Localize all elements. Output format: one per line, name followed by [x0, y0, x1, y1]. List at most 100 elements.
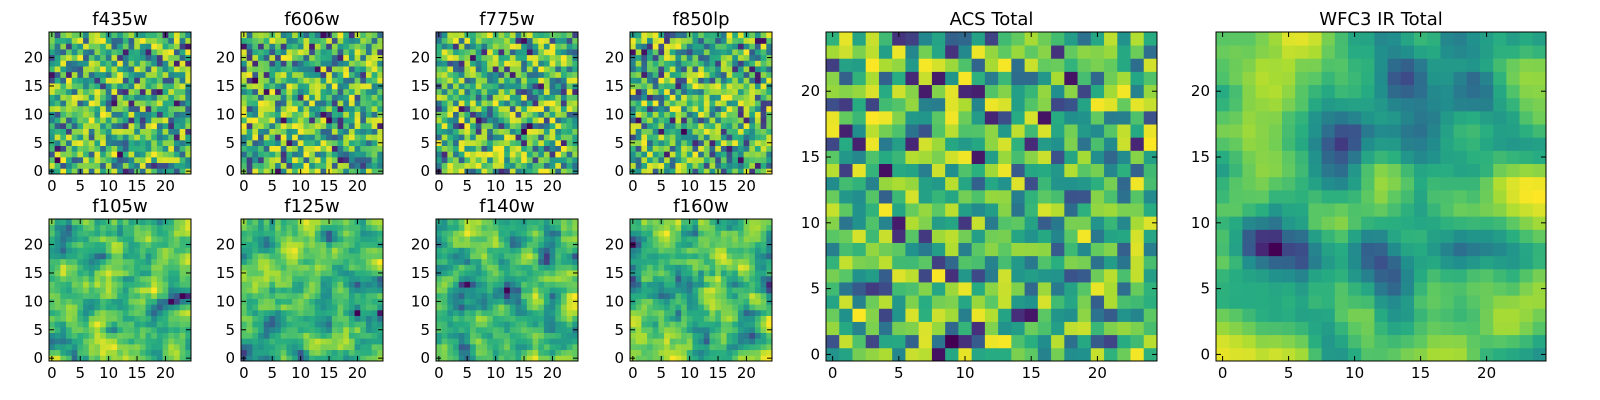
heatmap-cell — [331, 71, 338, 78]
heatmap-cell — [560, 230, 568, 237]
heatmap-cell — [538, 241, 545, 248]
heatmap-cell — [105, 321, 112, 328]
heatmap-cell — [371, 253, 378, 260]
heatmap-cell — [117, 315, 124, 322]
heatmap-cell — [88, 49, 95, 56]
heatmap-cell — [487, 122, 494, 129]
x-tick-label: 10 — [680, 177, 699, 195]
heatmap-cell — [258, 236, 265, 243]
heatmap-cell — [377, 253, 384, 260]
heatmap-cell — [658, 111, 665, 118]
heatmap-cell — [698, 145, 705, 152]
heatmap-cell — [754, 94, 762, 101]
heatmap-cell — [151, 71, 158, 78]
heatmap-cell — [481, 77, 488, 84]
heatmap-cell — [538, 94, 545, 101]
x-tick-label: 0 — [239, 177, 249, 195]
heatmap-cell — [566, 156, 573, 164]
heatmap-cell — [134, 275, 141, 282]
heatmap-cell — [720, 37, 727, 44]
heatmap-cell — [314, 122, 321, 129]
heatmap-cell — [566, 219, 573, 226]
heatmap-cell — [94, 224, 101, 231]
heatmap-cell — [515, 134, 522, 141]
heatmap-cell — [297, 162, 304, 169]
heatmap-cell — [698, 281, 705, 288]
heatmap-cell — [258, 83, 265, 90]
heatmap-cell — [314, 168, 321, 175]
heatmap-cell — [60, 43, 67, 50]
heatmap-cell — [371, 236, 378, 243]
heatmap-cell — [737, 88, 744, 95]
heatmap-cell — [275, 77, 282, 84]
heatmap-cell — [111, 83, 118, 90]
heatmap-cell — [360, 355, 367, 362]
heatmap-cell — [117, 134, 124, 141]
heatmap-cell — [54, 355, 61, 362]
heatmap-cell — [630, 287, 637, 294]
heatmap-cell — [320, 32, 327, 39]
heatmap-cell — [572, 156, 579, 164]
heatmap-cell — [515, 247, 522, 254]
heatmap-cell — [94, 100, 101, 107]
heatmap-cell — [453, 139, 460, 146]
heatmap-cell — [348, 315, 355, 322]
heatmap-cell — [145, 287, 152, 294]
heatmap-cell — [686, 338, 693, 345]
heatmap-cell — [241, 43, 248, 50]
heatmap-cell — [128, 43, 135, 50]
heatmap-cell — [760, 309, 767, 316]
heatmap-cell — [560, 117, 568, 124]
heatmap-cell — [703, 54, 710, 61]
heatmap-cell — [641, 321, 648, 328]
heatmap-cell — [726, 37, 733, 44]
heatmap-cell — [635, 105, 642, 112]
heatmap-cell — [692, 151, 699, 158]
y-tick-label: 10 — [411, 292, 430, 310]
heatmap-cell — [515, 281, 522, 288]
heatmap-cell — [326, 134, 333, 141]
heatmap-cell — [436, 60, 443, 67]
heatmap-cell — [492, 332, 499, 339]
y-tick-label: 10 — [411, 105, 430, 123]
heatmap-cell — [286, 66, 293, 73]
heatmap-cell — [487, 145, 494, 152]
heatmap-cell — [675, 326, 682, 333]
heatmap-cell — [754, 128, 762, 135]
heatmap-cell — [509, 117, 516, 124]
heatmap-cell — [54, 321, 61, 328]
heatmap-cell — [111, 77, 118, 84]
heatmap-cell — [669, 270, 676, 277]
heatmap-cell — [698, 83, 705, 90]
heatmap-cell — [726, 122, 733, 129]
heatmap-cell — [475, 151, 482, 158]
heatmap-cell — [675, 32, 682, 39]
heatmap-cell — [331, 83, 338, 90]
heatmap-cell — [526, 139, 533, 146]
heatmap-cell — [543, 162, 550, 169]
heatmap-cell — [760, 117, 767, 124]
heatmap-cell — [326, 145, 333, 152]
heatmap-cell — [173, 117, 181, 124]
heatmap-cell — [263, 145, 270, 152]
heatmap-cell — [88, 247, 95, 254]
heatmap-cell — [111, 236, 118, 243]
heatmap-cell — [692, 349, 699, 356]
heatmap-cell — [94, 77, 101, 84]
heatmap-cell — [241, 66, 248, 73]
heatmap-cell — [162, 253, 169, 260]
heatmap-cell — [726, 43, 733, 50]
heatmap-cell — [280, 162, 287, 169]
heatmap-cell — [652, 37, 659, 44]
heatmap-cell — [83, 287, 90, 294]
heatmap-cell — [549, 100, 556, 107]
heatmap-cell — [156, 168, 163, 175]
heatmap-cell — [139, 292, 146, 299]
heatmap-cell — [331, 321, 338, 328]
x-tick-label: 20 — [737, 177, 756, 195]
heatmap-cell — [128, 332, 135, 339]
heatmap-cell — [117, 128, 124, 135]
heatmap-cell — [504, 145, 511, 152]
heatmap-cell — [173, 247, 181, 254]
heatmap-cell — [743, 309, 750, 316]
